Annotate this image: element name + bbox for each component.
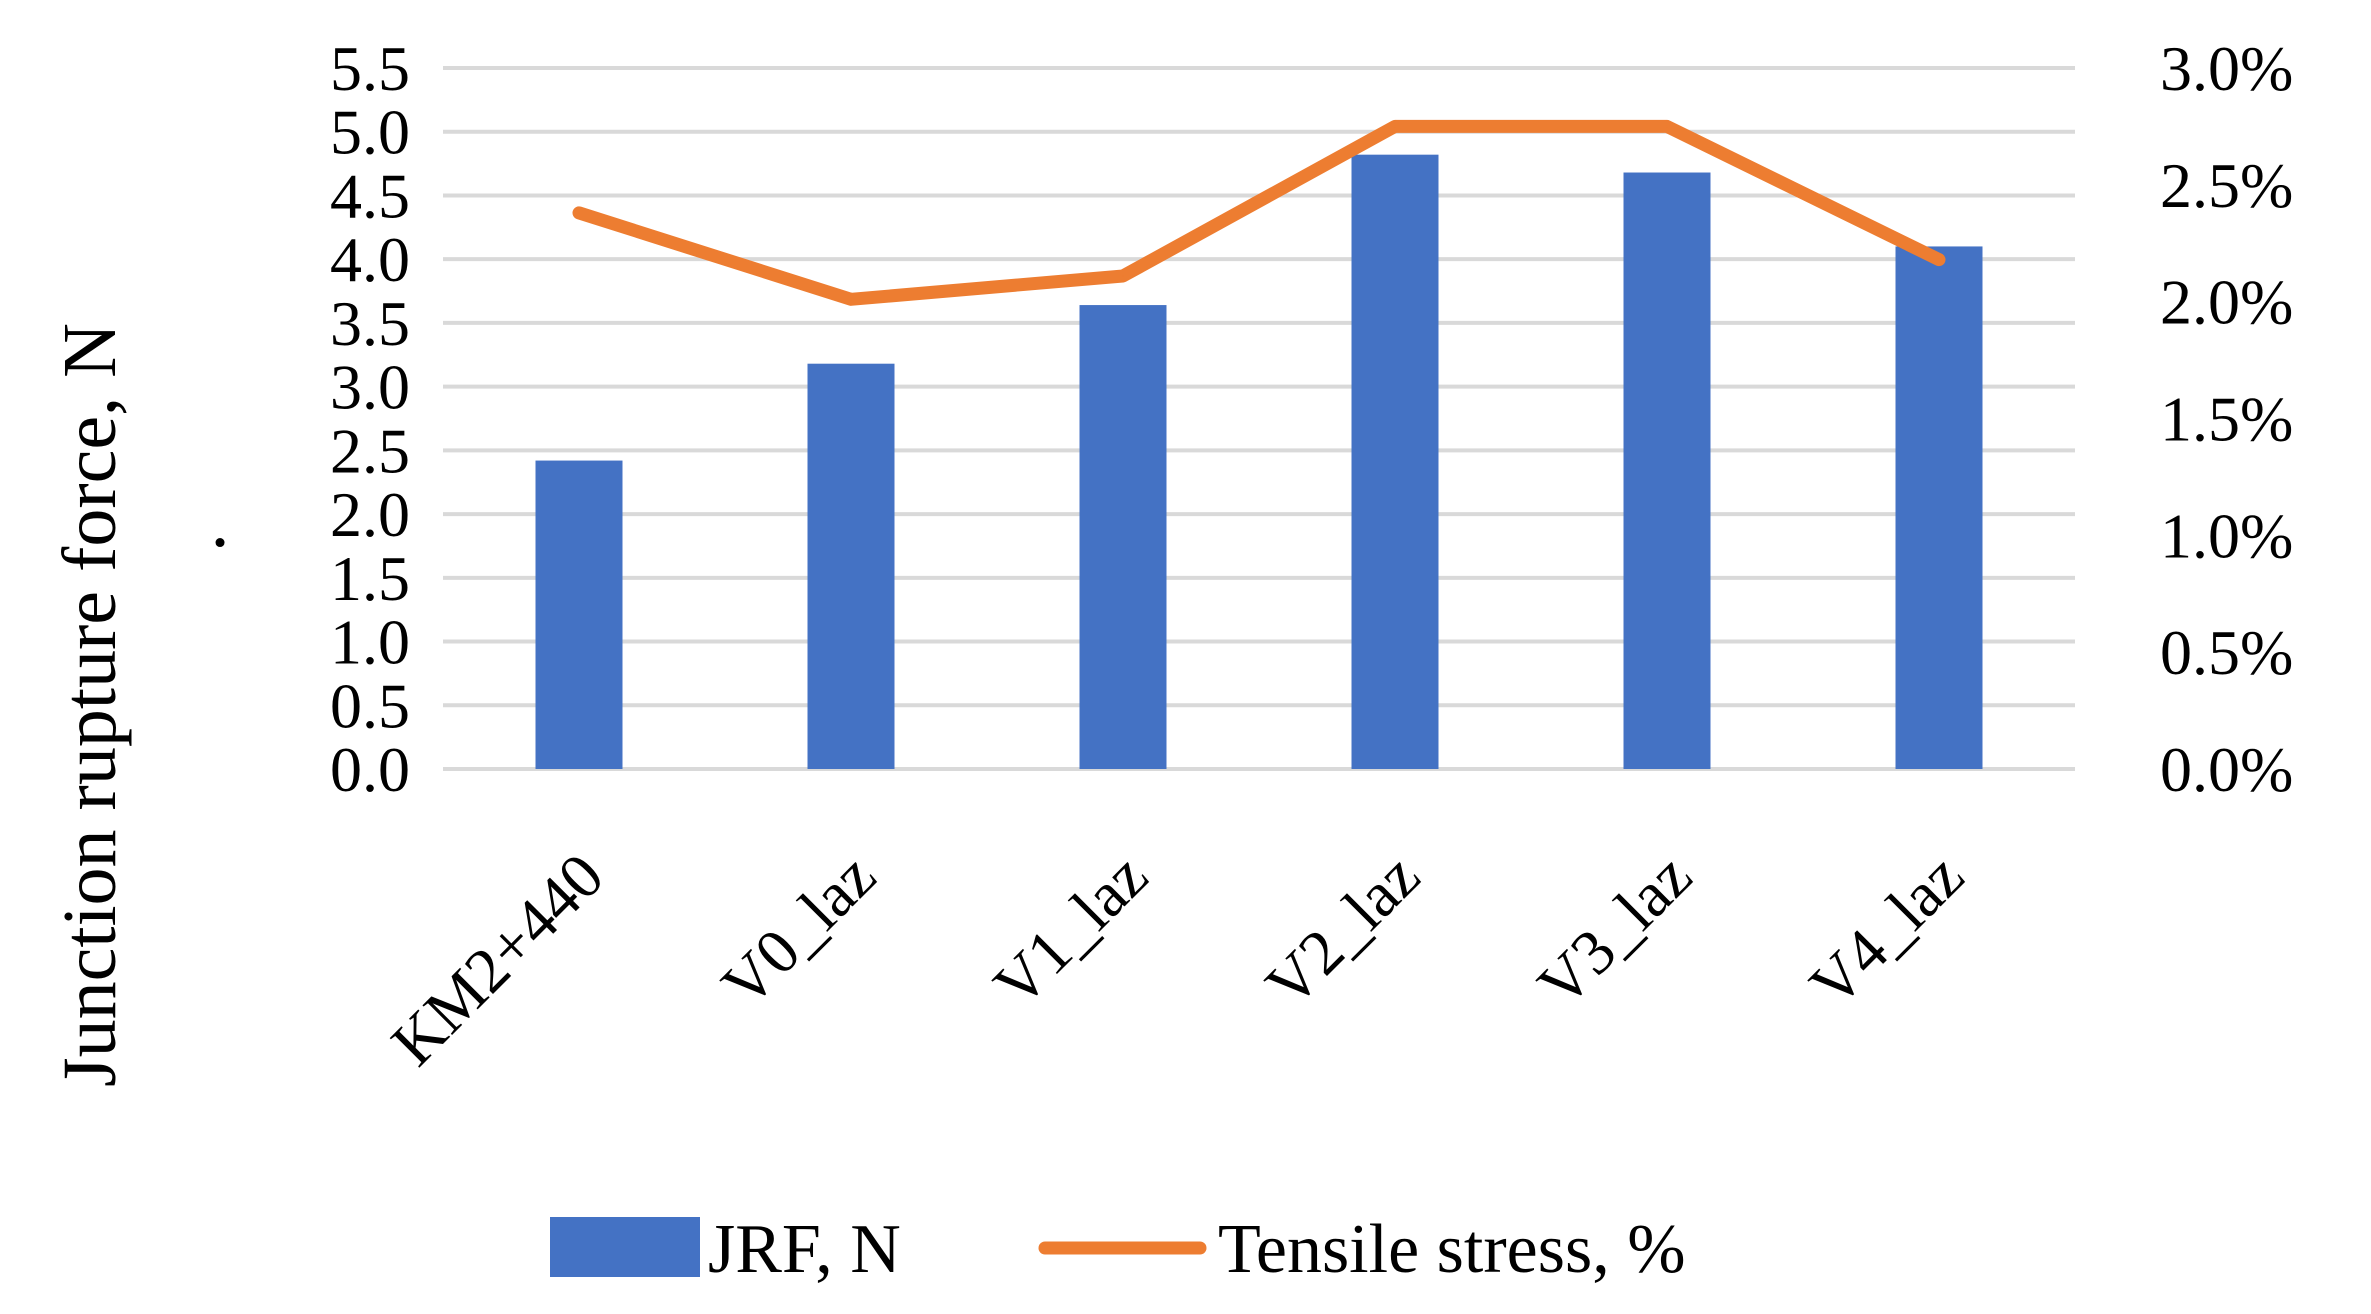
line-point xyxy=(1938,258,1940,261)
y-tick-label: 0.0 xyxy=(330,734,410,805)
left-axis-ticks: 0.00.51.01.52.02.53.03.54.04.55.05.5 xyxy=(330,33,410,805)
category-label: V0_laz xyxy=(708,840,889,1021)
line-point xyxy=(1666,125,1668,128)
bar xyxy=(535,460,623,769)
gridlines xyxy=(443,66,2075,771)
legend-label-tensile-stress: Tensile stress, % xyxy=(1218,1211,1686,1288)
line-point xyxy=(578,211,580,214)
category-labels: KM2+440 V0_laz V1_laz V2_laz V3_laz V4_laz xyxy=(378,840,1977,1079)
right-axis-ticks: 0.0% 0.5% 1.0% 1.5% 2.0% 2.5% 3.0% xyxy=(2160,33,2293,805)
y2-tick-label: 1.0% xyxy=(2160,500,2293,571)
category-label: V1_laz xyxy=(980,840,1161,1021)
bar xyxy=(1351,154,1439,770)
legend: JRF, N Tensile stress, % xyxy=(550,1211,1686,1288)
bar xyxy=(1895,246,1983,769)
category-label: V2_laz xyxy=(1252,840,1433,1021)
y-axis-title-mark: · xyxy=(207,501,232,585)
y2-tick-label: 0.5% xyxy=(2160,617,2293,688)
y2-tick-label: 2.0% xyxy=(2160,267,2293,338)
y2-tick-label: 1.5% xyxy=(2160,384,2293,455)
legend-swatch-jrf xyxy=(550,1217,700,1277)
y-tick-label: 5.0 xyxy=(330,97,410,168)
legend-label-jrf: JRF, N xyxy=(708,1211,901,1288)
bar-series-jrf xyxy=(535,154,1983,770)
y-tick-label: 2.5 xyxy=(330,415,410,486)
y2-tick-label: 2.5% xyxy=(2160,150,2293,221)
bar xyxy=(1623,172,1711,770)
y-tick-label: 3.5 xyxy=(330,288,410,359)
category-label: V3_laz xyxy=(1524,840,1705,1021)
y-axis-title: Junction rupture force, N xyxy=(48,323,132,1087)
y-tick-label: 5.5 xyxy=(330,33,410,104)
y2-tick-label: 0.0% xyxy=(2160,734,2293,805)
line-point xyxy=(1394,125,1396,128)
line-point xyxy=(850,298,852,301)
line-point xyxy=(1122,274,1124,277)
y-tick-label: 3.0 xyxy=(330,352,410,423)
y-tick-label: 2.0 xyxy=(330,479,410,550)
y-tick-label: 4.0 xyxy=(330,224,410,295)
category-label: KM2+440 xyxy=(378,840,617,1079)
series-line xyxy=(572,119,1946,306)
y-tick-label: 1.0 xyxy=(330,607,410,678)
y-tick-label: 0.5 xyxy=(330,670,410,741)
bar xyxy=(807,363,895,769)
y-tick-label: 4.5 xyxy=(330,160,410,231)
line-series-tensile-stress xyxy=(572,119,1946,306)
y-tick-label: 1.5 xyxy=(330,543,410,614)
bar xyxy=(1079,305,1167,769)
y2-tick-label: 3.0% xyxy=(2160,33,2293,104)
category-label: V4_laz xyxy=(1796,840,1977,1021)
